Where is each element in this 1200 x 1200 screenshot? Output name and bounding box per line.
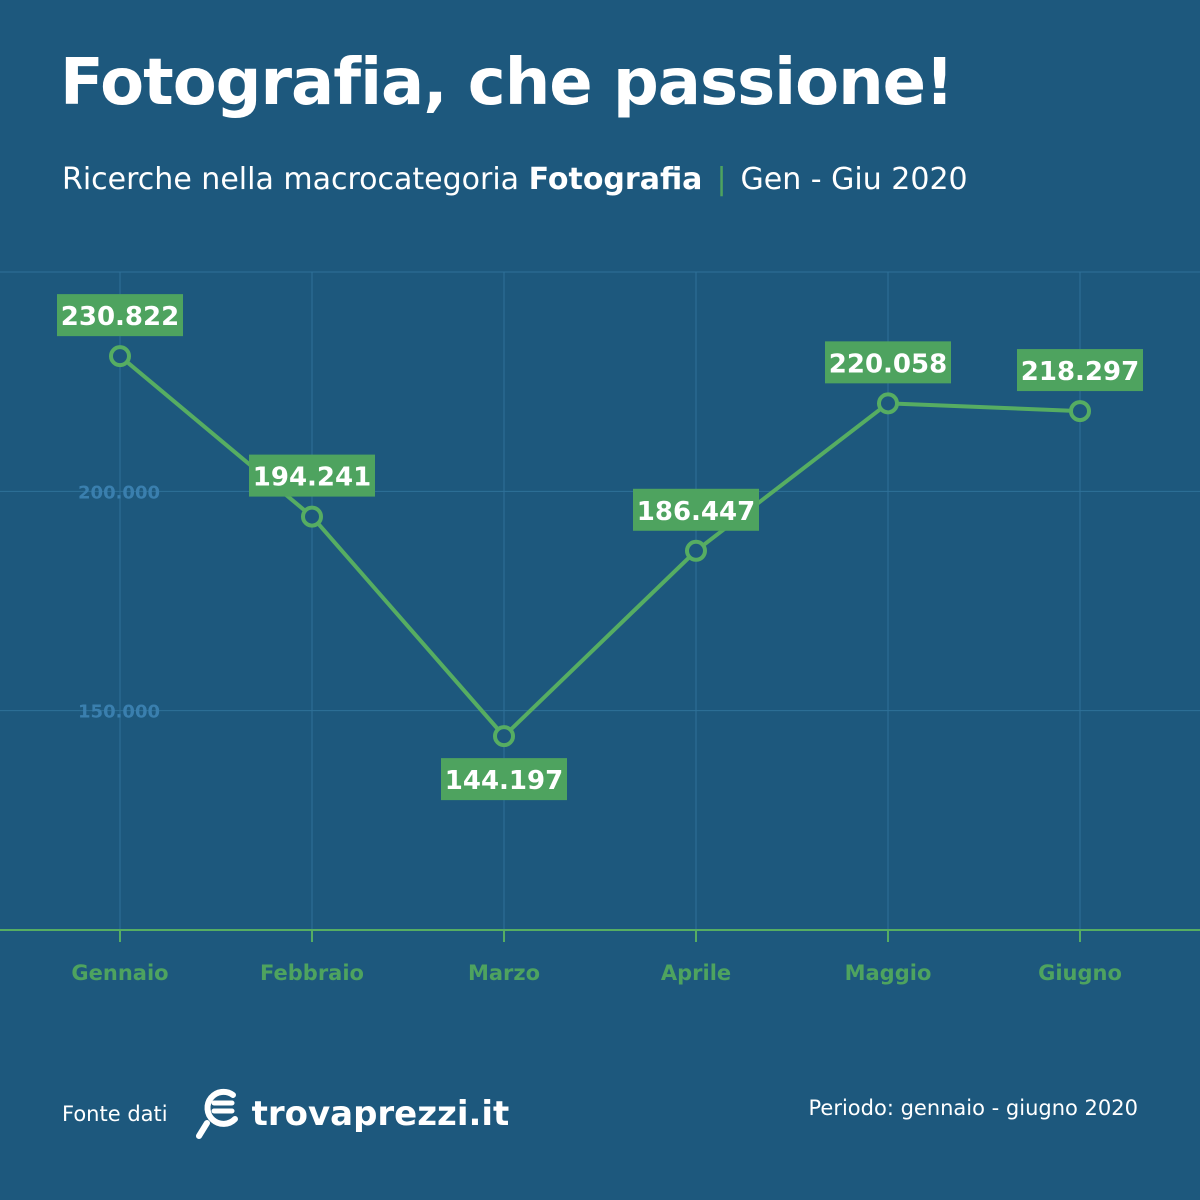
y-tick-label: 150.000: [78, 702, 160, 723]
x-tick-label: Aprile: [661, 961, 731, 985]
data-label: 220.058: [829, 349, 947, 379]
x-tick-label: Gennaio: [71, 961, 168, 985]
brand-name: trovaprezzi.it: [251, 1094, 510, 1134]
x-tick-label: Giugno: [1038, 961, 1122, 985]
x-tick-label: Maggio: [845, 961, 932, 985]
source-label: Fonte dati: [62, 1102, 168, 1126]
data-point: [685, 539, 707, 562]
data-label-box: [57, 294, 183, 337]
chart-subtitle: Ricerche nella macrocategoria Fotografia…: [62, 162, 968, 197]
data-source: Fonte dati trovaprezzi.it: [62, 1086, 509, 1142]
data-label: 218.297: [1021, 357, 1139, 387]
subtitle-period: Gen - Giu 2020: [740, 162, 968, 197]
subtitle-prefix: Ricerche nella macrocategoria: [62, 162, 529, 197]
data-label: 144.197: [445, 766, 563, 796]
period-note: Periodo: gennaio - giugno 2020: [808, 1096, 1138, 1120]
data-label-box: [1017, 349, 1143, 392]
subtitle-category: Fotografia: [528, 162, 703, 197]
data-point: [109, 345, 131, 368]
magnifier-logo-icon: [195, 1088, 238, 1139]
data-label: 230.822: [61, 302, 179, 332]
data-label-box: [249, 454, 375, 497]
data-point: [1069, 400, 1091, 423]
data-point: [301, 505, 323, 528]
x-tick-label: Febbraio: [260, 961, 364, 985]
data-point: [877, 392, 899, 415]
x-tick-label: Marzo: [468, 961, 540, 985]
line-chart: 150.000 200.000 Gennaio Febbraio Marzo Aprile…: [0, 271, 1200, 985]
y-tick-label: 200.000: [78, 482, 160, 503]
chart-title: Fotografia, che passione!: [60, 46, 954, 120]
data-label-box: [441, 758, 567, 801]
data-label-box: [633, 488, 759, 531]
data-label-box: [825, 341, 951, 384]
data-label: 186.447: [637, 497, 755, 527]
subtitle-separator: |: [716, 162, 727, 197]
brand-logo: trovaprezzi.it: [194, 1086, 510, 1142]
series-line: [118, 354, 1081, 739]
data-label: 194.241: [253, 463, 371, 493]
data-point: [493, 725, 515, 748]
